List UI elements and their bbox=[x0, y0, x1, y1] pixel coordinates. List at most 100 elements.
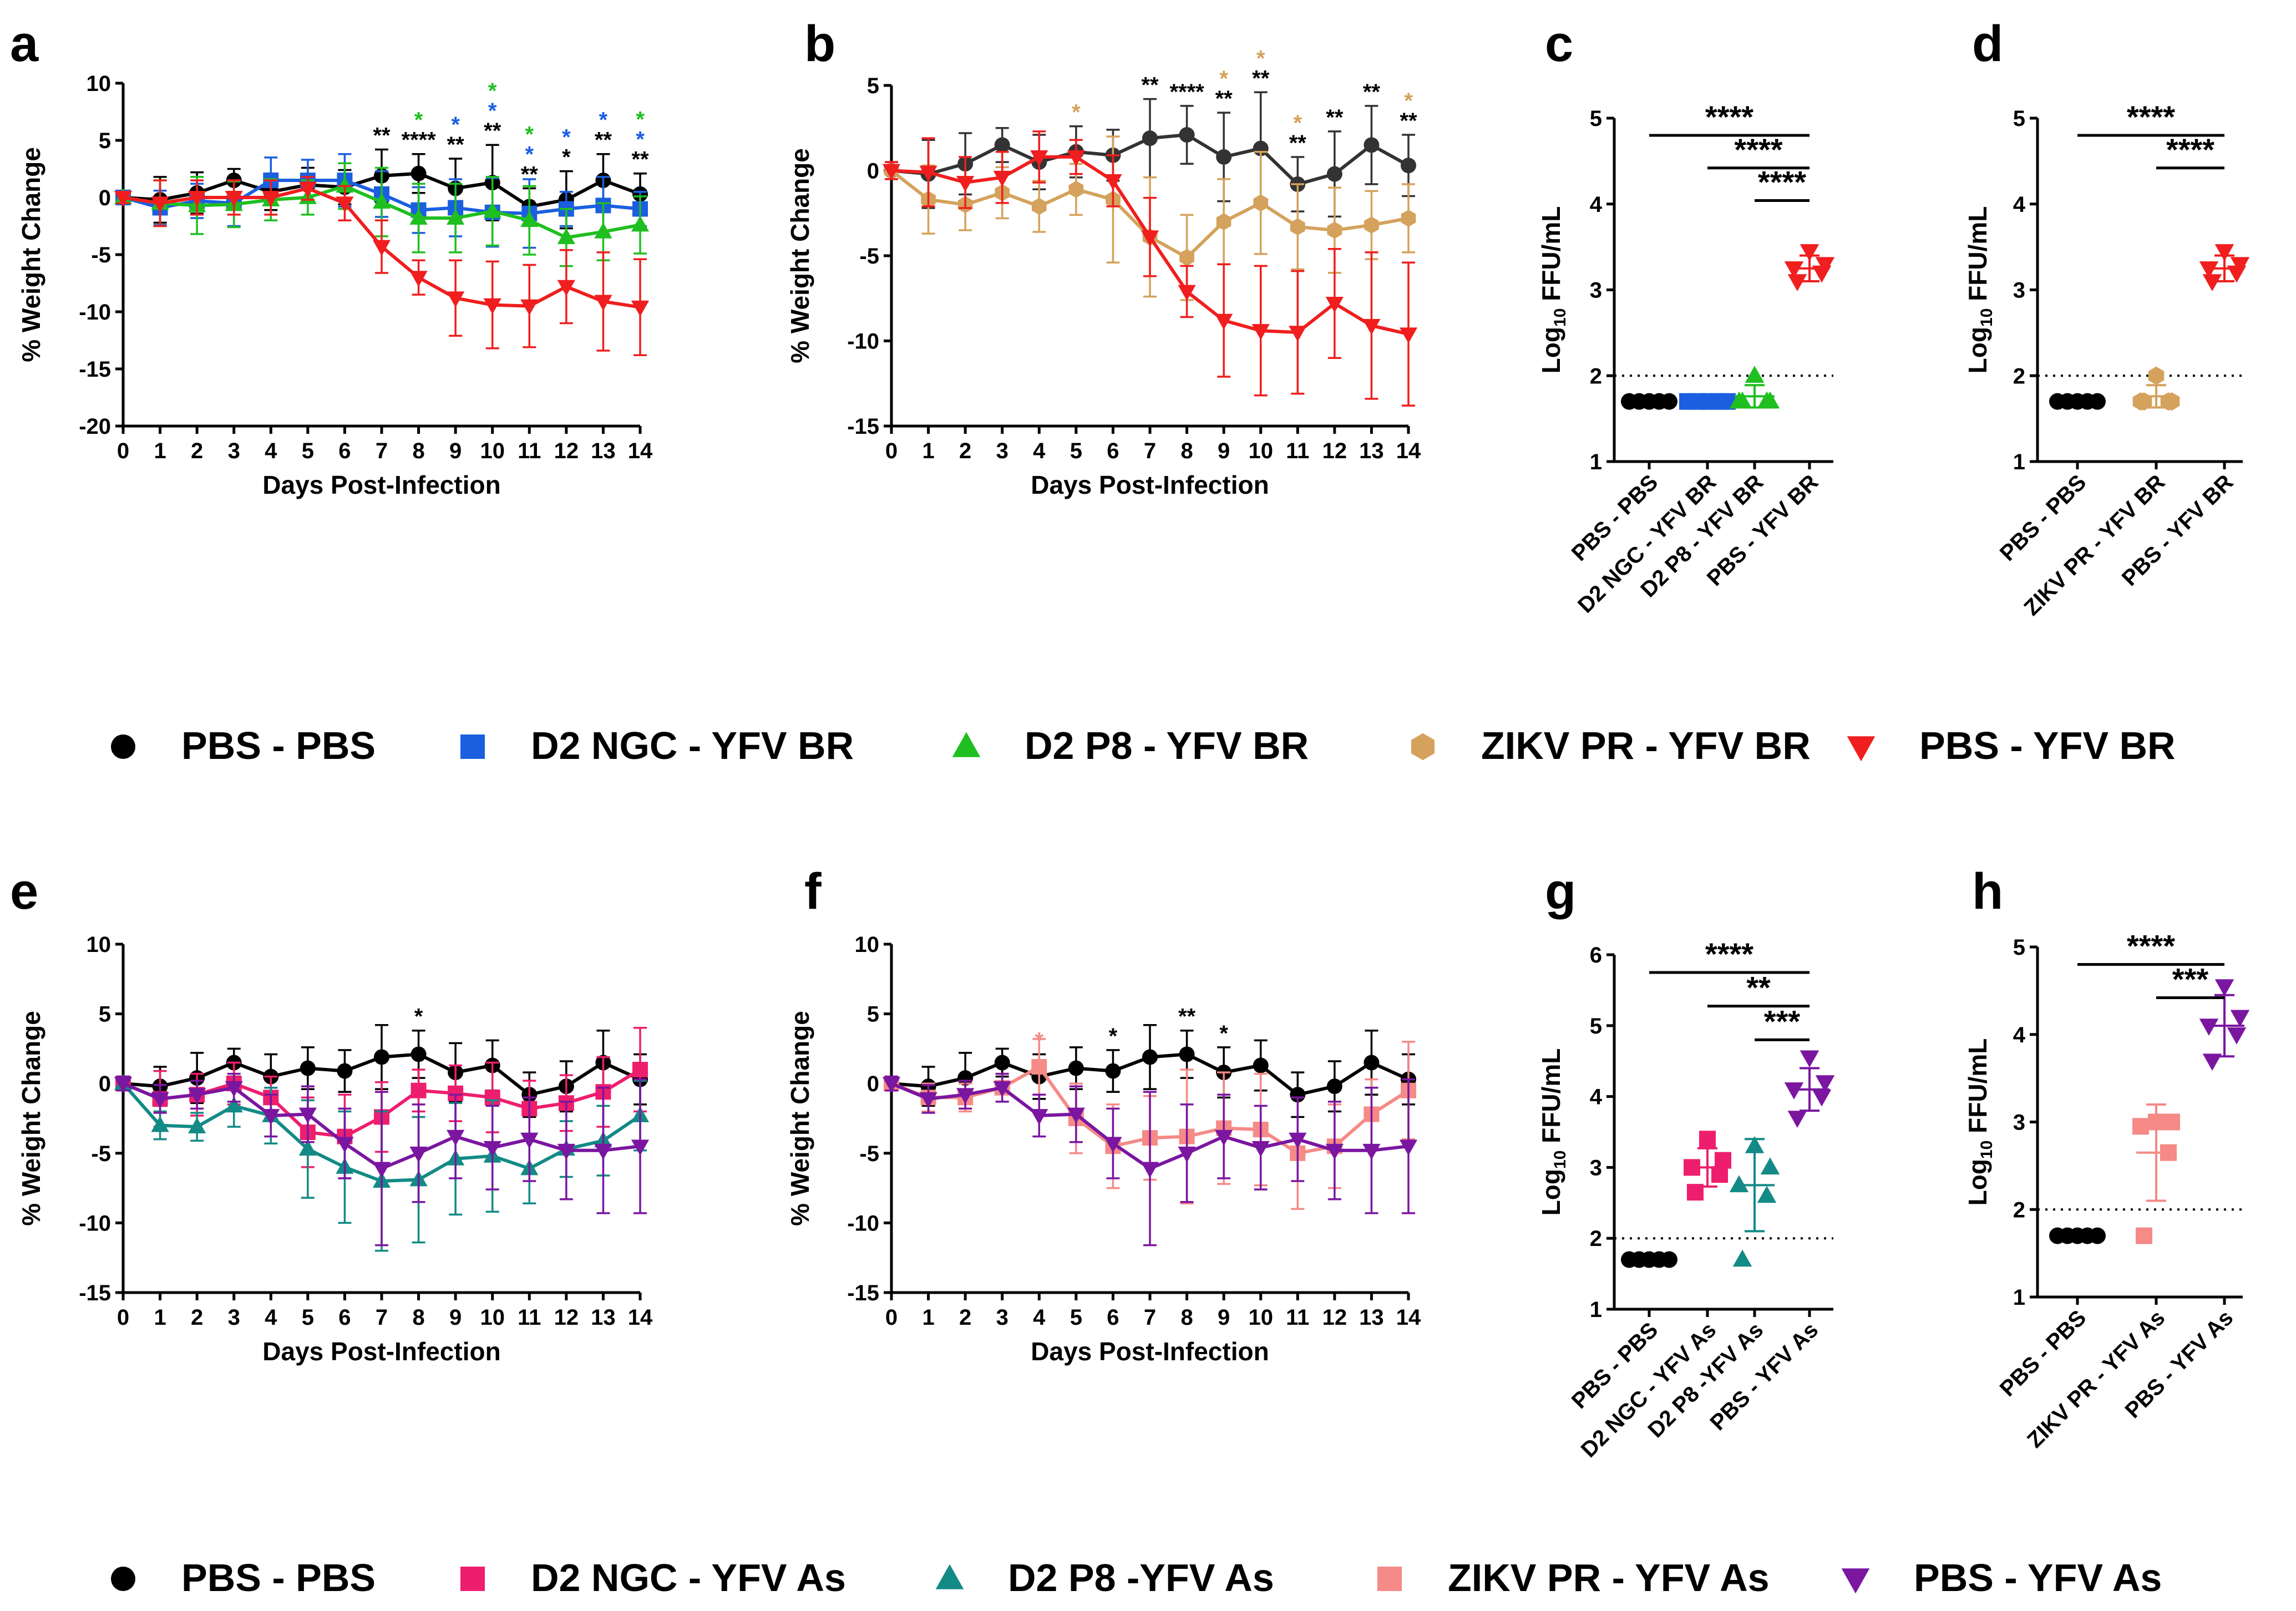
data-point bbox=[1325, 297, 1344, 313]
group-PBS_PBS bbox=[1621, 1251, 1677, 1268]
data-point bbox=[1401, 158, 1416, 174]
y-tick-label: 3 bbox=[2013, 1111, 2025, 1135]
legend-marker bbox=[935, 1564, 964, 1589]
x-tick-label: 2 bbox=[191, 1305, 203, 1330]
group-D2NGC_BR bbox=[1679, 393, 1736, 410]
significance-star: **** bbox=[1169, 80, 1204, 104]
data-point bbox=[631, 300, 650, 317]
data-point bbox=[1711, 1166, 1728, 1183]
x-tick-label: 10 bbox=[1248, 439, 1273, 463]
significance-star: * bbox=[1072, 100, 1081, 125]
data-point bbox=[372, 192, 391, 209]
data-point bbox=[372, 1162, 391, 1178]
data-point bbox=[956, 1088, 975, 1105]
y-tick-label: 1 bbox=[1590, 450, 1602, 474]
significance-star: * bbox=[1256, 46, 1265, 70]
data-point bbox=[2227, 1027, 2247, 1045]
x-axis-label: Days Post-Infection bbox=[1031, 470, 1269, 499]
data-point bbox=[1290, 1087, 1306, 1103]
y-tick-label: -10 bbox=[847, 1211, 879, 1235]
data-point bbox=[409, 271, 428, 287]
significance-label: *** bbox=[1764, 1004, 1801, 1038]
data-point bbox=[956, 176, 975, 192]
x-tick-label: 5 bbox=[1070, 439, 1082, 463]
panel-label-f: f bbox=[804, 863, 822, 920]
x-tick-label: 1 bbox=[154, 1305, 166, 1330]
significance-star: * bbox=[562, 125, 571, 150]
x-tick-label: 6 bbox=[338, 1305, 351, 1330]
y-axis-label: Log10 FFU/mL bbox=[1963, 206, 1996, 374]
series-PBS_BR bbox=[114, 176, 650, 357]
group-PBS_PBS bbox=[2049, 393, 2106, 410]
group-ZIKV_BR bbox=[2132, 366, 2180, 411]
data-point bbox=[374, 1049, 389, 1065]
y-axis-label: % Weight Change bbox=[17, 1011, 45, 1226]
data-point bbox=[1732, 1249, 1752, 1267]
significance-star: ** bbox=[484, 119, 501, 143]
significance-star: * bbox=[1219, 1021, 1228, 1046]
x-tick-label: 9 bbox=[449, 1305, 462, 1330]
significance-star: * bbox=[562, 145, 571, 170]
data-point bbox=[957, 1070, 974, 1086]
legend-item: D2 P8 -YFV As bbox=[935, 1556, 1274, 1599]
data-point bbox=[2136, 1227, 2152, 1244]
significance-star: ** bbox=[373, 123, 391, 148]
significance-star: ** bbox=[1289, 131, 1307, 155]
data-point bbox=[1031, 1059, 1047, 1075]
data-point bbox=[483, 1141, 501, 1157]
data-point bbox=[1104, 174, 1122, 190]
data-point bbox=[1800, 244, 1819, 261]
significance-star: * bbox=[414, 108, 423, 133]
y-axis-label: Log10 FFU/mL bbox=[1537, 1048, 1569, 1216]
panel-label-a: a bbox=[10, 16, 39, 72]
legend-label: D2 P8 -YFV As bbox=[1008, 1556, 1274, 1599]
data-point bbox=[1362, 318, 1381, 335]
significance-star: ** bbox=[1141, 73, 1159, 98]
significance-star: ** bbox=[521, 163, 539, 187]
significance-label: **** bbox=[1705, 936, 1753, 971]
y-tick-label: 3 bbox=[1590, 1156, 1602, 1180]
data-point bbox=[1253, 1057, 1269, 1073]
significance-label: *** bbox=[2172, 961, 2209, 996]
significance-star: ** bbox=[447, 133, 465, 157]
data-point bbox=[1031, 197, 1047, 215]
group-D2P8_BR bbox=[1729, 366, 1780, 409]
significance-star: * bbox=[1035, 1028, 1043, 1052]
data-point bbox=[447, 1129, 465, 1146]
data-point bbox=[1251, 1141, 1270, 1157]
data-point bbox=[2202, 274, 2222, 292]
data-point bbox=[1068, 180, 1084, 198]
y-tick-label: 5 bbox=[2013, 935, 2025, 960]
panel-label-c: c bbox=[1545, 16, 1573, 72]
data-point bbox=[2148, 366, 2165, 385]
data-point bbox=[1141, 230, 1159, 247]
data-point bbox=[993, 170, 1011, 187]
legend-item: ZIKV PR - YFV BR bbox=[1411, 724, 1811, 767]
data-point bbox=[1216, 149, 1232, 165]
y-tick-label: 0 bbox=[867, 1072, 879, 1096]
data-point bbox=[372, 240, 391, 256]
y-tick-label: 5 bbox=[867, 1002, 879, 1027]
x-tick-label: 5 bbox=[302, 439, 314, 463]
data-point bbox=[1179, 1046, 1195, 1062]
legend-label: ZIKV PR - YFV BR bbox=[1481, 724, 1811, 767]
panel-label-e: e bbox=[10, 863, 38, 920]
significance-star: * bbox=[525, 143, 534, 167]
y-axis-label: % Weight Change bbox=[785, 148, 814, 363]
x-tick-label: 3 bbox=[228, 1305, 240, 1330]
significance-label: **** bbox=[1705, 99, 1753, 134]
x-tick-label: 14 bbox=[1396, 1305, 1421, 1330]
y-tick-label: 0 bbox=[867, 159, 879, 184]
x-tick-label: 2 bbox=[191, 439, 203, 463]
data-point bbox=[1178, 285, 1196, 301]
x-axis-label: Days Post-Infection bbox=[262, 1337, 500, 1366]
significance-label: **** bbox=[2166, 132, 2214, 167]
y-tick-label: -15 bbox=[847, 414, 879, 439]
data-point bbox=[1251, 324, 1270, 340]
data-point bbox=[1179, 249, 1194, 266]
x-tick-label: 0 bbox=[885, 439, 898, 463]
y-tick-label: -5 bbox=[859, 1142, 879, 1166]
legend-item: D2 P8 - YFV BR bbox=[952, 724, 1309, 767]
